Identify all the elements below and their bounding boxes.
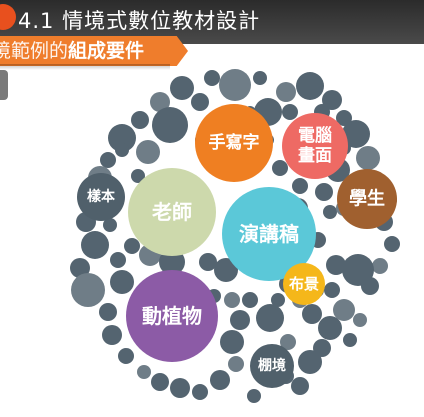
filler-bubble: [282, 104, 298, 120]
filler-bubble: [228, 356, 244, 372]
filler-bubble: [353, 313, 367, 327]
bubble-label: 棚境: [258, 357, 286, 374]
filler-bubble: [152, 107, 188, 143]
filler-bubble: [170, 378, 190, 398]
filler-bubble: [242, 292, 258, 308]
section-marker: [0, 4, 16, 30]
filler-bubble: [136, 140, 160, 164]
filler-bubble: [102, 325, 122, 345]
filler-bubble: [103, 218, 117, 232]
filler-bubble: [124, 238, 140, 254]
filler-bubble: [342, 254, 374, 286]
filler-bubble: [302, 304, 322, 324]
bubble-flora-fauna: 動植物: [126, 270, 218, 362]
side-tab[interactable]: [0, 70, 8, 100]
bubble-shape: [77, 173, 125, 221]
banner-shadow: [0, 64, 170, 70]
filler-bubble: [318, 316, 342, 340]
subtitle-banner: 境範例的組成要件: [0, 36, 188, 66]
bubble-label: 動植物: [142, 304, 202, 328]
bubble-label: 樣本: [87, 188, 116, 205]
filler-bubble: [291, 377, 309, 395]
filler-bubble: [210, 370, 230, 390]
filler-bubble: [199, 253, 217, 271]
filler-bubble: [150, 92, 170, 112]
bubble-label: 演講稿: [239, 222, 299, 246]
filler-bubble: [131, 169, 145, 183]
filler-bubble: [256, 304, 284, 332]
bubble-shed: 棚境: [250, 344, 294, 388]
filler-bubble: [271, 293, 285, 307]
filler-bubble: [292, 178, 308, 194]
filler-bubble: [313, 339, 331, 357]
filler-bubble: [280, 334, 296, 350]
filler-bubble: [333, 299, 355, 321]
bubble-shape: [283, 263, 325, 305]
filler-bubble: [204, 70, 220, 86]
filler-bubble: [214, 258, 238, 282]
bubble-label: 學生: [349, 188, 385, 210]
filler-bubble: [296, 72, 324, 100]
filler-bubble: [110, 270, 134, 294]
filler-bubble: [247, 389, 261, 403]
banner-emphasis: 組成要件: [68, 40, 145, 62]
filler-bubble: [131, 111, 149, 129]
filler-bubble: [219, 69, 251, 101]
filler-bubble: [170, 76, 194, 100]
bubble-scenery: 布景: [283, 263, 325, 305]
filler-bubble: [384, 236, 400, 252]
filler-bubble: [115, 143, 129, 157]
bubble-lecture: 演講稿: [222, 187, 316, 281]
filler-bubble: [137, 365, 151, 379]
banner-prefix: 境範例的: [0, 40, 69, 62]
filler-bubble: [272, 160, 288, 176]
bubble-label: 電腦: [298, 125, 332, 146]
bubble-sample: 樣本: [77, 173, 125, 221]
filler-bubble: [81, 231, 109, 259]
page-title: 4.1 情境式數位教材設計: [18, 9, 261, 33]
filler-bubble: [336, 110, 352, 126]
filler-bubble: [70, 258, 90, 278]
filler-bubble: [71, 273, 105, 307]
filler-bubble: [253, 71, 267, 85]
bubble-handwriting: 手寫字: [195, 104, 273, 182]
filler-bubble: [108, 124, 136, 152]
bubble-shape: [282, 113, 348, 179]
filler-bubble: [356, 146, 380, 170]
bubble-teacher: 老師: [128, 168, 216, 256]
filler-bubble: [372, 258, 388, 274]
bubble-shape: [128, 168, 216, 256]
filler-bubble: [224, 292, 240, 308]
filler-bubble: [315, 183, 333, 201]
filler-bubble: [192, 384, 208, 400]
filler-bubble: [118, 348, 134, 364]
filler-bubble: [99, 303, 117, 321]
bubble-label: 畫面: [298, 145, 332, 166]
filler-bubble: [151, 373, 169, 391]
bubble-shape: [222, 187, 316, 281]
filler-bubble: [323, 205, 337, 219]
filler-bubble: [191, 93, 209, 111]
bubble-label: 布景: [289, 275, 319, 293]
bubble-student: 學生: [337, 169, 397, 229]
filler-bubble: [110, 252, 126, 268]
filler-bubble: [298, 350, 322, 374]
filler-bubble: [342, 120, 370, 148]
bubble-shape: [195, 104, 273, 182]
filler-bubble: [100, 152, 116, 168]
filler-bubble: [230, 310, 250, 330]
bubble-shape: [126, 270, 218, 362]
filler-bubble: [326, 255, 346, 275]
bubble-shape: [250, 344, 294, 388]
bubble-shape: [337, 169, 397, 229]
filler-bubble: [324, 282, 340, 298]
filler-bubble: [343, 333, 357, 347]
filler-bubble: [322, 90, 342, 110]
bubble-label: 老師: [152, 200, 192, 224]
filler-bubble: [220, 330, 244, 354]
filler-bubble: [276, 82, 296, 102]
bubble-label: 手寫字: [209, 132, 260, 153]
